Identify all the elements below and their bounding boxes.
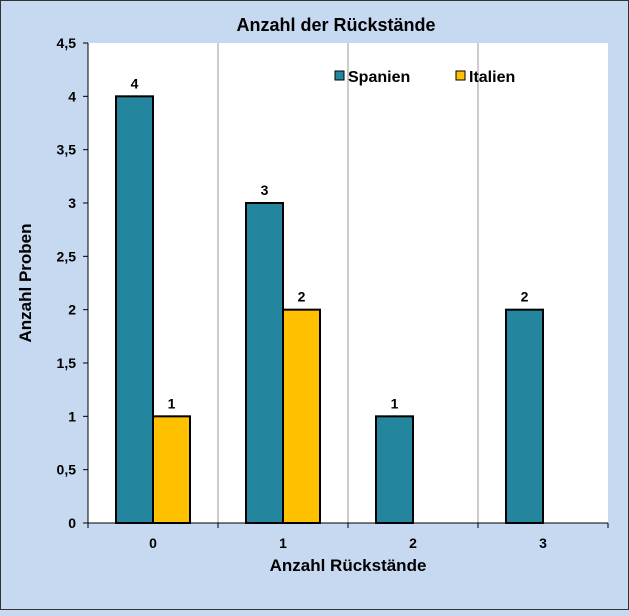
data-label: 2	[298, 289, 306, 305]
y-tick-label: 2	[68, 302, 76, 318]
bar-spanien	[245, 202, 284, 524]
y-tick-label: 3,5	[57, 142, 77, 158]
y-tick-label: 1	[68, 408, 76, 424]
data-label: 4	[131, 75, 139, 91]
legend-label-italien: Italien	[469, 69, 515, 86]
y-tick-label: 0,5	[57, 462, 77, 478]
legend-swatch-spanien	[334, 70, 345, 81]
y-axis-label: Anzahl Proben	[16, 223, 35, 342]
x-tick-label: 3	[539, 535, 547, 551]
x-tick-label: 0	[149, 535, 157, 551]
bar-spanien	[375, 415, 414, 525]
bar-italien	[152, 415, 191, 525]
x-tick-label: 2	[409, 535, 417, 551]
x-axis-label: Anzahl Rückstände	[270, 556, 427, 575]
data-label: 2	[521, 289, 529, 305]
bar-spanien	[505, 308, 544, 524]
legend-label-spanien: Spanien	[348, 69, 410, 86]
y-tick-label: 4,5	[57, 35, 77, 51]
x-tick-label: 1	[279, 535, 287, 551]
legend: Spanien Italien	[334, 69, 515, 86]
y-tick-label: 1,5	[57, 355, 77, 371]
bar-italien	[282, 308, 321, 524]
y-tick-label: 4	[68, 88, 76, 104]
chart-title: Anzahl der Rückstände	[236, 15, 435, 35]
data-label: 1	[391, 395, 399, 411]
data-label: 3	[261, 182, 269, 198]
y-tick-label: 0	[68, 515, 76, 531]
y-tick-label: 2,5	[57, 248, 77, 264]
y-tick-label: 3	[68, 195, 76, 211]
bar-spanien	[115, 95, 154, 524]
legend-swatch-italien	[455, 70, 466, 81]
data-label: 1	[168, 395, 176, 411]
